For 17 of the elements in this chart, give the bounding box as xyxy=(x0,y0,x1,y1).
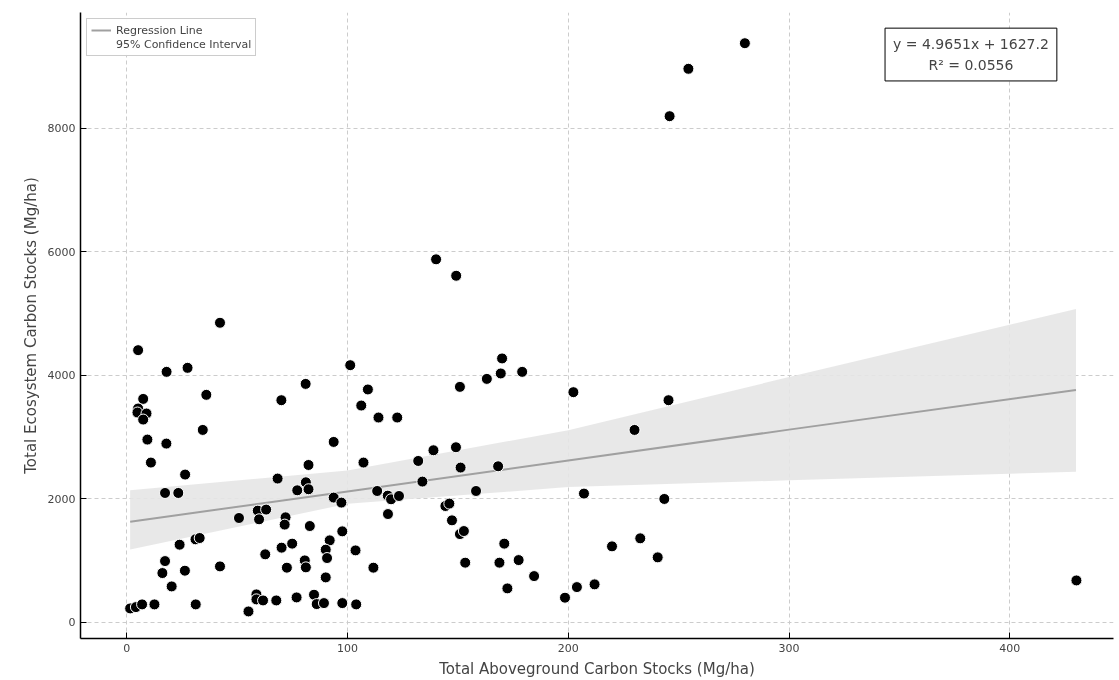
x-tick-label: 100 xyxy=(337,641,359,655)
y-tick-label: 0 xyxy=(68,616,76,630)
y-tick-label: 6000 xyxy=(47,245,76,259)
x-tick-label: 300 xyxy=(778,641,800,655)
y-tick-label: 8000 xyxy=(47,122,76,136)
y-tick-label: 4000 xyxy=(47,369,76,383)
legend-label: Regression Line xyxy=(116,23,203,37)
annotation: R² = 0.0556 xyxy=(928,56,1014,73)
y-axis-title: Total Ecosystem Carbon Stocks (Mg/ha) xyxy=(21,177,40,475)
y-tick-label: 2000 xyxy=(47,492,76,506)
annotation: 95% Confidence Interval xyxy=(116,37,252,51)
x-tick-label: 0 xyxy=(123,641,131,655)
x-axis-title: Total Aboveground Carbon Stocks (Mg/ha) xyxy=(438,659,755,678)
annotation: y = 4.9651x + 1627.2 xyxy=(893,36,1049,53)
line-series xyxy=(129,389,1077,523)
x-tick-label: 400 xyxy=(999,641,1021,655)
x-tick-label: 200 xyxy=(557,641,579,655)
